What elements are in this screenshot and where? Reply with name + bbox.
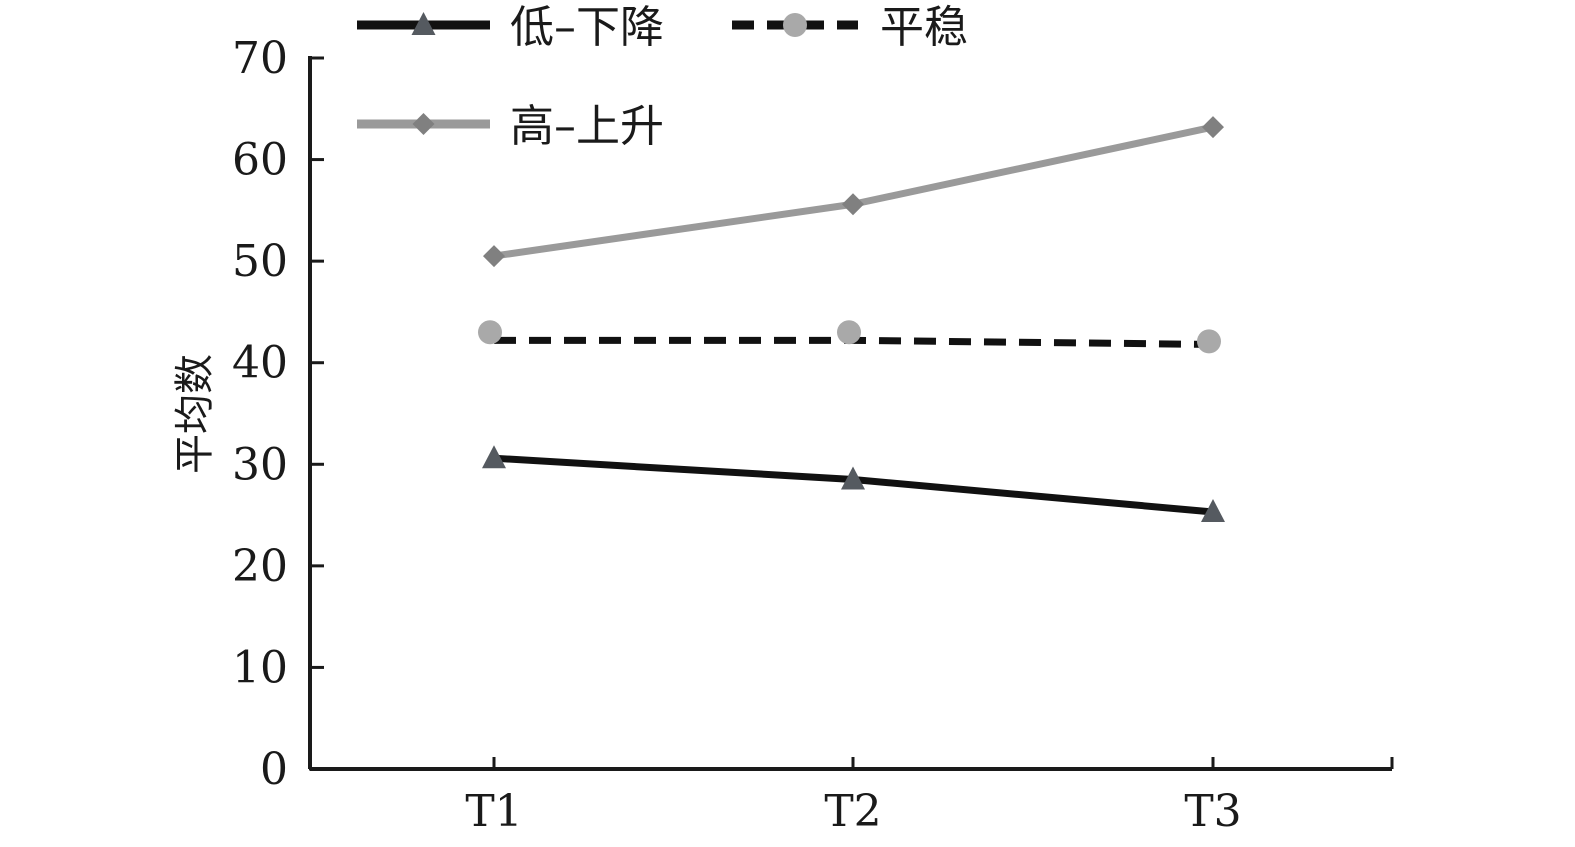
legend-marker <box>783 13 807 37</box>
data-point <box>478 320 502 345</box>
data-point <box>1202 116 1224 139</box>
legend-item-low-decline: 低–下降 <box>357 2 664 53</box>
legend-label: 平稳 <box>880 2 968 53</box>
y-tick-label: 10 <box>232 642 288 693</box>
legend-marker <box>411 12 436 35</box>
y-axis-label: 平均数 <box>172 354 218 474</box>
data-point <box>1201 499 1225 523</box>
legend-item-stable: 平稳 <box>732 2 968 53</box>
data-point <box>482 445 506 469</box>
legend-marker <box>412 113 435 135</box>
y-tick-label: 40 <box>232 338 288 389</box>
y-tick-label: 20 <box>232 541 288 592</box>
data-point <box>842 193 864 216</box>
y-tick-label: 0 <box>260 744 288 795</box>
data-point <box>1197 329 1221 354</box>
legend-item-high-rise: 高–上升 <box>357 101 664 152</box>
series-layer <box>478 116 1225 523</box>
y-tick-label: 50 <box>232 236 288 287</box>
legend-label: 低–下降 <box>510 2 664 53</box>
y-tick-label: 70 <box>232 33 288 84</box>
x-tick-label: T1 <box>465 786 522 837</box>
series-stable <box>478 320 1221 354</box>
axes: 0 10 20 30 40 50 60 70 T1 T2 T3 <box>232 33 1394 837</box>
series-high-rise <box>483 116 1224 268</box>
y-tick-label: 60 <box>232 135 288 186</box>
data-point <box>841 466 865 490</box>
data-point <box>837 320 861 345</box>
data-point <box>483 245 505 268</box>
series-low-decline <box>482 445 1225 523</box>
x-tick-label: T2 <box>824 786 881 837</box>
legend: 低–下降 平稳高–上升 <box>357 2 968 152</box>
y-tick-label: 30 <box>232 439 288 490</box>
x-tick-label: T3 <box>1184 786 1241 837</box>
legend-label: 高–上升 <box>510 101 664 152</box>
